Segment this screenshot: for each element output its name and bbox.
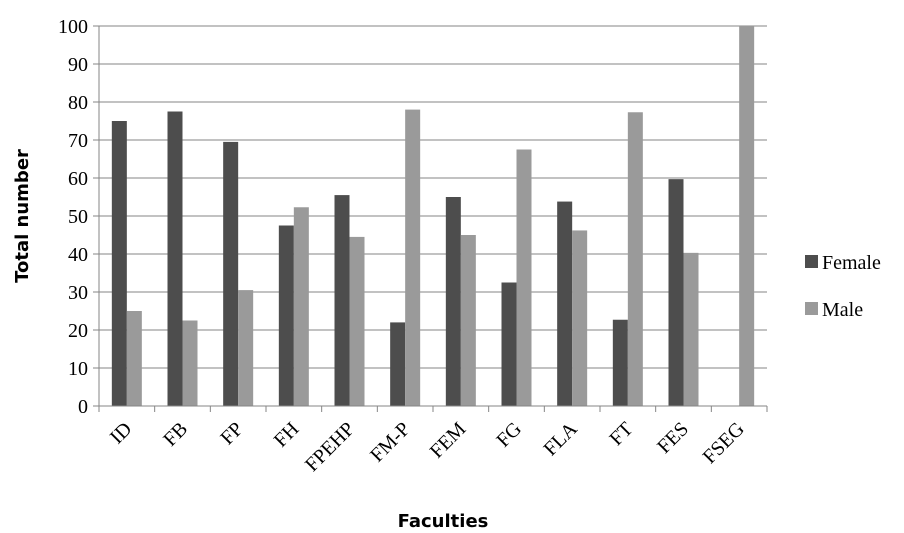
bar-female-fpehp	[334, 195, 350, 406]
y-tick-label: 70	[68, 130, 88, 152]
y-tick-label: 10	[68, 358, 88, 380]
bar-female-fes	[668, 179, 684, 406]
y-tick-label: 60	[68, 168, 88, 190]
y-tick-label: 100	[58, 16, 88, 38]
bar-female-id	[111, 121, 127, 406]
x-tick-label: FH	[270, 418, 304, 452]
x-tick-label: FP	[216, 418, 247, 449]
legend: Female Male	[805, 252, 881, 321]
legend-label-male: Male	[822, 299, 863, 321]
legend-swatch-female	[805, 255, 818, 268]
x-tick-label: FT	[605, 418, 637, 450]
x-tick-label: ID	[106, 418, 136, 448]
bar-male-fg	[516, 149, 532, 406]
y-tick-label: 50	[68, 206, 88, 228]
y-axis-title: Total number	[12, 149, 33, 283]
x-tick-label: FB	[159, 418, 192, 451]
bar-female-fm-p	[390, 322, 406, 406]
x-tick-label: FPEHP	[301, 418, 359, 476]
bar-male-fp	[238, 290, 254, 406]
bar-female-fp	[223, 141, 239, 406]
x-tick-label: FSEG	[699, 418, 749, 468]
axes	[93, 25, 768, 412]
bar-male-fb	[182, 320, 198, 406]
bar-female-fg	[501, 282, 517, 406]
bar-male-fh	[293, 207, 309, 406]
legend-label-female: Female	[822, 252, 881, 274]
bar-male-fem	[460, 235, 476, 406]
gridlines	[99, 25, 767, 369]
x-tick-label: FES	[653, 418, 693, 458]
bar-male-fes	[683, 252, 699, 406]
bars	[111, 26, 755, 406]
y-tick-labels: 0 10 20 30 40 50 60 70 80 90 100	[58, 16, 88, 418]
bar-male-id	[126, 311, 142, 406]
x-axis-title: Faculties	[398, 511, 489, 532]
y-tick-label: 20	[68, 320, 88, 342]
bar-male-fla	[572, 230, 588, 406]
legend-swatch-male	[805, 302, 818, 315]
y-tick-label: 30	[68, 282, 88, 304]
bar-female-fb	[167, 111, 183, 406]
bar-female-fh	[278, 225, 294, 406]
bar-female-fem	[445, 197, 461, 406]
x-tick-label: FG	[492, 418, 526, 452]
bar-female-ft	[612, 319, 628, 406]
bar-male-ft	[627, 112, 643, 406]
x-tick-label: FM-P	[366, 418, 415, 467]
y-tick-label: 90	[68, 54, 88, 76]
y-tick-label: 80	[68, 92, 88, 114]
x-tick-label: FEM	[426, 418, 471, 463]
bar-female-fla	[557, 201, 573, 406]
y-tick-label: 0	[78, 396, 88, 418]
bar-male-fm-p	[405, 109, 421, 406]
x-tick-label: FLA	[539, 418, 582, 461]
bar-male-fpehp	[349, 236, 365, 406]
bar-male-fseg	[739, 26, 755, 406]
y-tick-label: 40	[68, 244, 88, 266]
